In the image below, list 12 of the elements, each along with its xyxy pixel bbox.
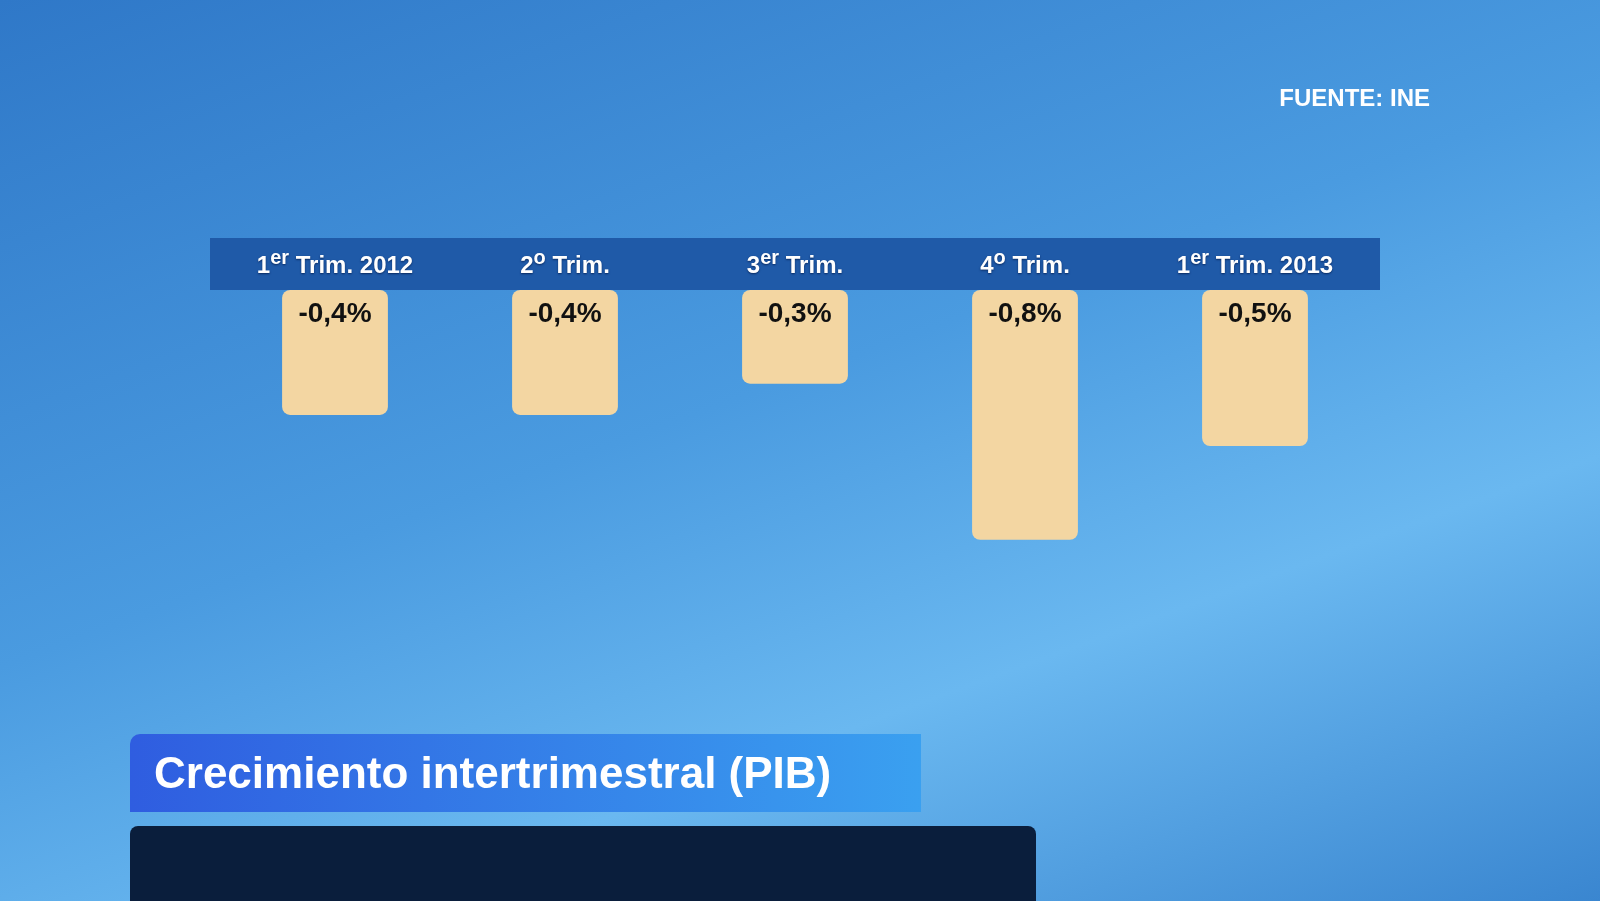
data-label: -0,5% (1218, 296, 1292, 328)
x-tick-label: 1$^{er}$ Trim. 2013 (1176, 246, 1334, 279)
data-label: -0,4% (298, 296, 372, 328)
x-tick-label: 1$^{er}$ Trim. 2012 (256, 246, 414, 279)
x-tick-label: 4$^{o}$ Trim. (980, 246, 1070, 279)
source-note: FUENTE: INE (1279, 84, 1430, 112)
data-label: -0,3% (758, 296, 832, 328)
x-tick-label: 2$^{o}$ Trim. (520, 246, 610, 279)
data-label: -0,8% (988, 296, 1062, 328)
data-label: -0,4% (528, 296, 602, 328)
text: Crecimiento intertrimestral (PIB) (130, 734, 922, 812)
x-tick-label: 3$^{er}$ Trim. (746, 246, 844, 279)
